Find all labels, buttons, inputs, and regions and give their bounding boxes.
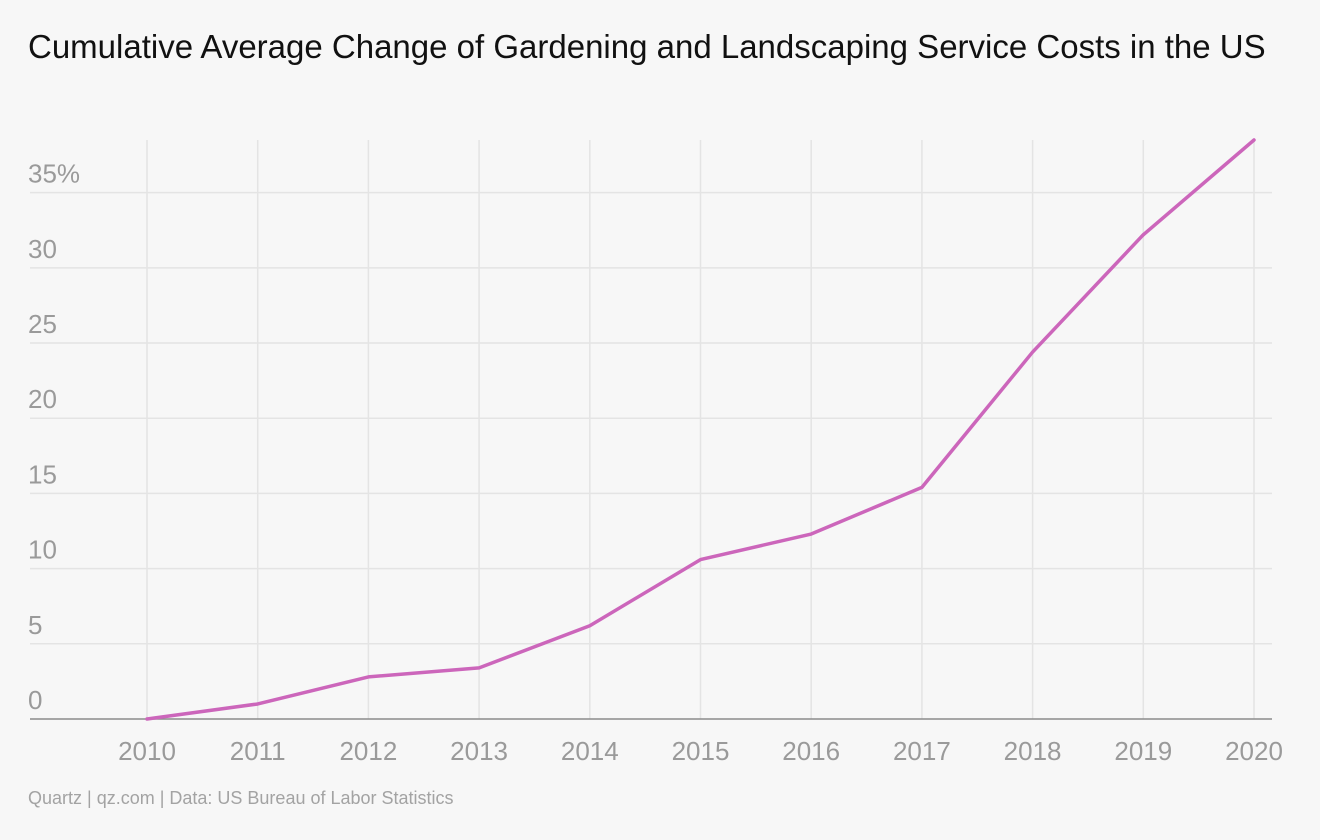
x-tick-label: 2017 — [893, 736, 951, 766]
series-line — [145, 138, 1256, 721]
x-tick-label: 2010 — [118, 736, 176, 766]
y-tick-label: 10 — [28, 535, 57, 565]
x-tick-label: 2014 — [561, 736, 619, 766]
x-tick-label: 2020 — [1225, 736, 1283, 766]
x-tick-label: 2018 — [1004, 736, 1062, 766]
horizontal-gridlines — [30, 191, 1272, 645]
x-tick-label: 2015 — [672, 736, 730, 766]
y-axis-tick-labels: 0 5 10 15 20 25 30 35% — [28, 159, 80, 715]
y-tick-label: 0 — [28, 685, 42, 715]
y-tick-label: 25 — [28, 309, 57, 339]
x-tick-label: 2019 — [1114, 736, 1172, 766]
x-tick-label: 2013 — [450, 736, 508, 766]
y-tick-label: 5 — [28, 610, 42, 640]
source-note: Quartz | qz.com | Data: US Bureau of Lab… — [28, 788, 454, 808]
y-tick-label: 15 — [28, 459, 57, 489]
y-tick-label: 30 — [28, 234, 57, 264]
y-tick-label: 20 — [28, 384, 57, 414]
vertical-gridlines — [146, 140, 1255, 719]
chart-title: Cumulative Average Change of Gardening a… — [28, 28, 1266, 65]
x-tick-label: 2016 — [782, 736, 840, 766]
x-tick-label: 2012 — [339, 736, 397, 766]
x-axis-tick-labels: 2010 2011 2012 2013 2014 2015 2016 2017 2018 2019… — [118, 736, 1283, 766]
x-tick-label: 2011 — [230, 736, 286, 766]
y-tick-label: 35% — [28, 159, 80, 189]
